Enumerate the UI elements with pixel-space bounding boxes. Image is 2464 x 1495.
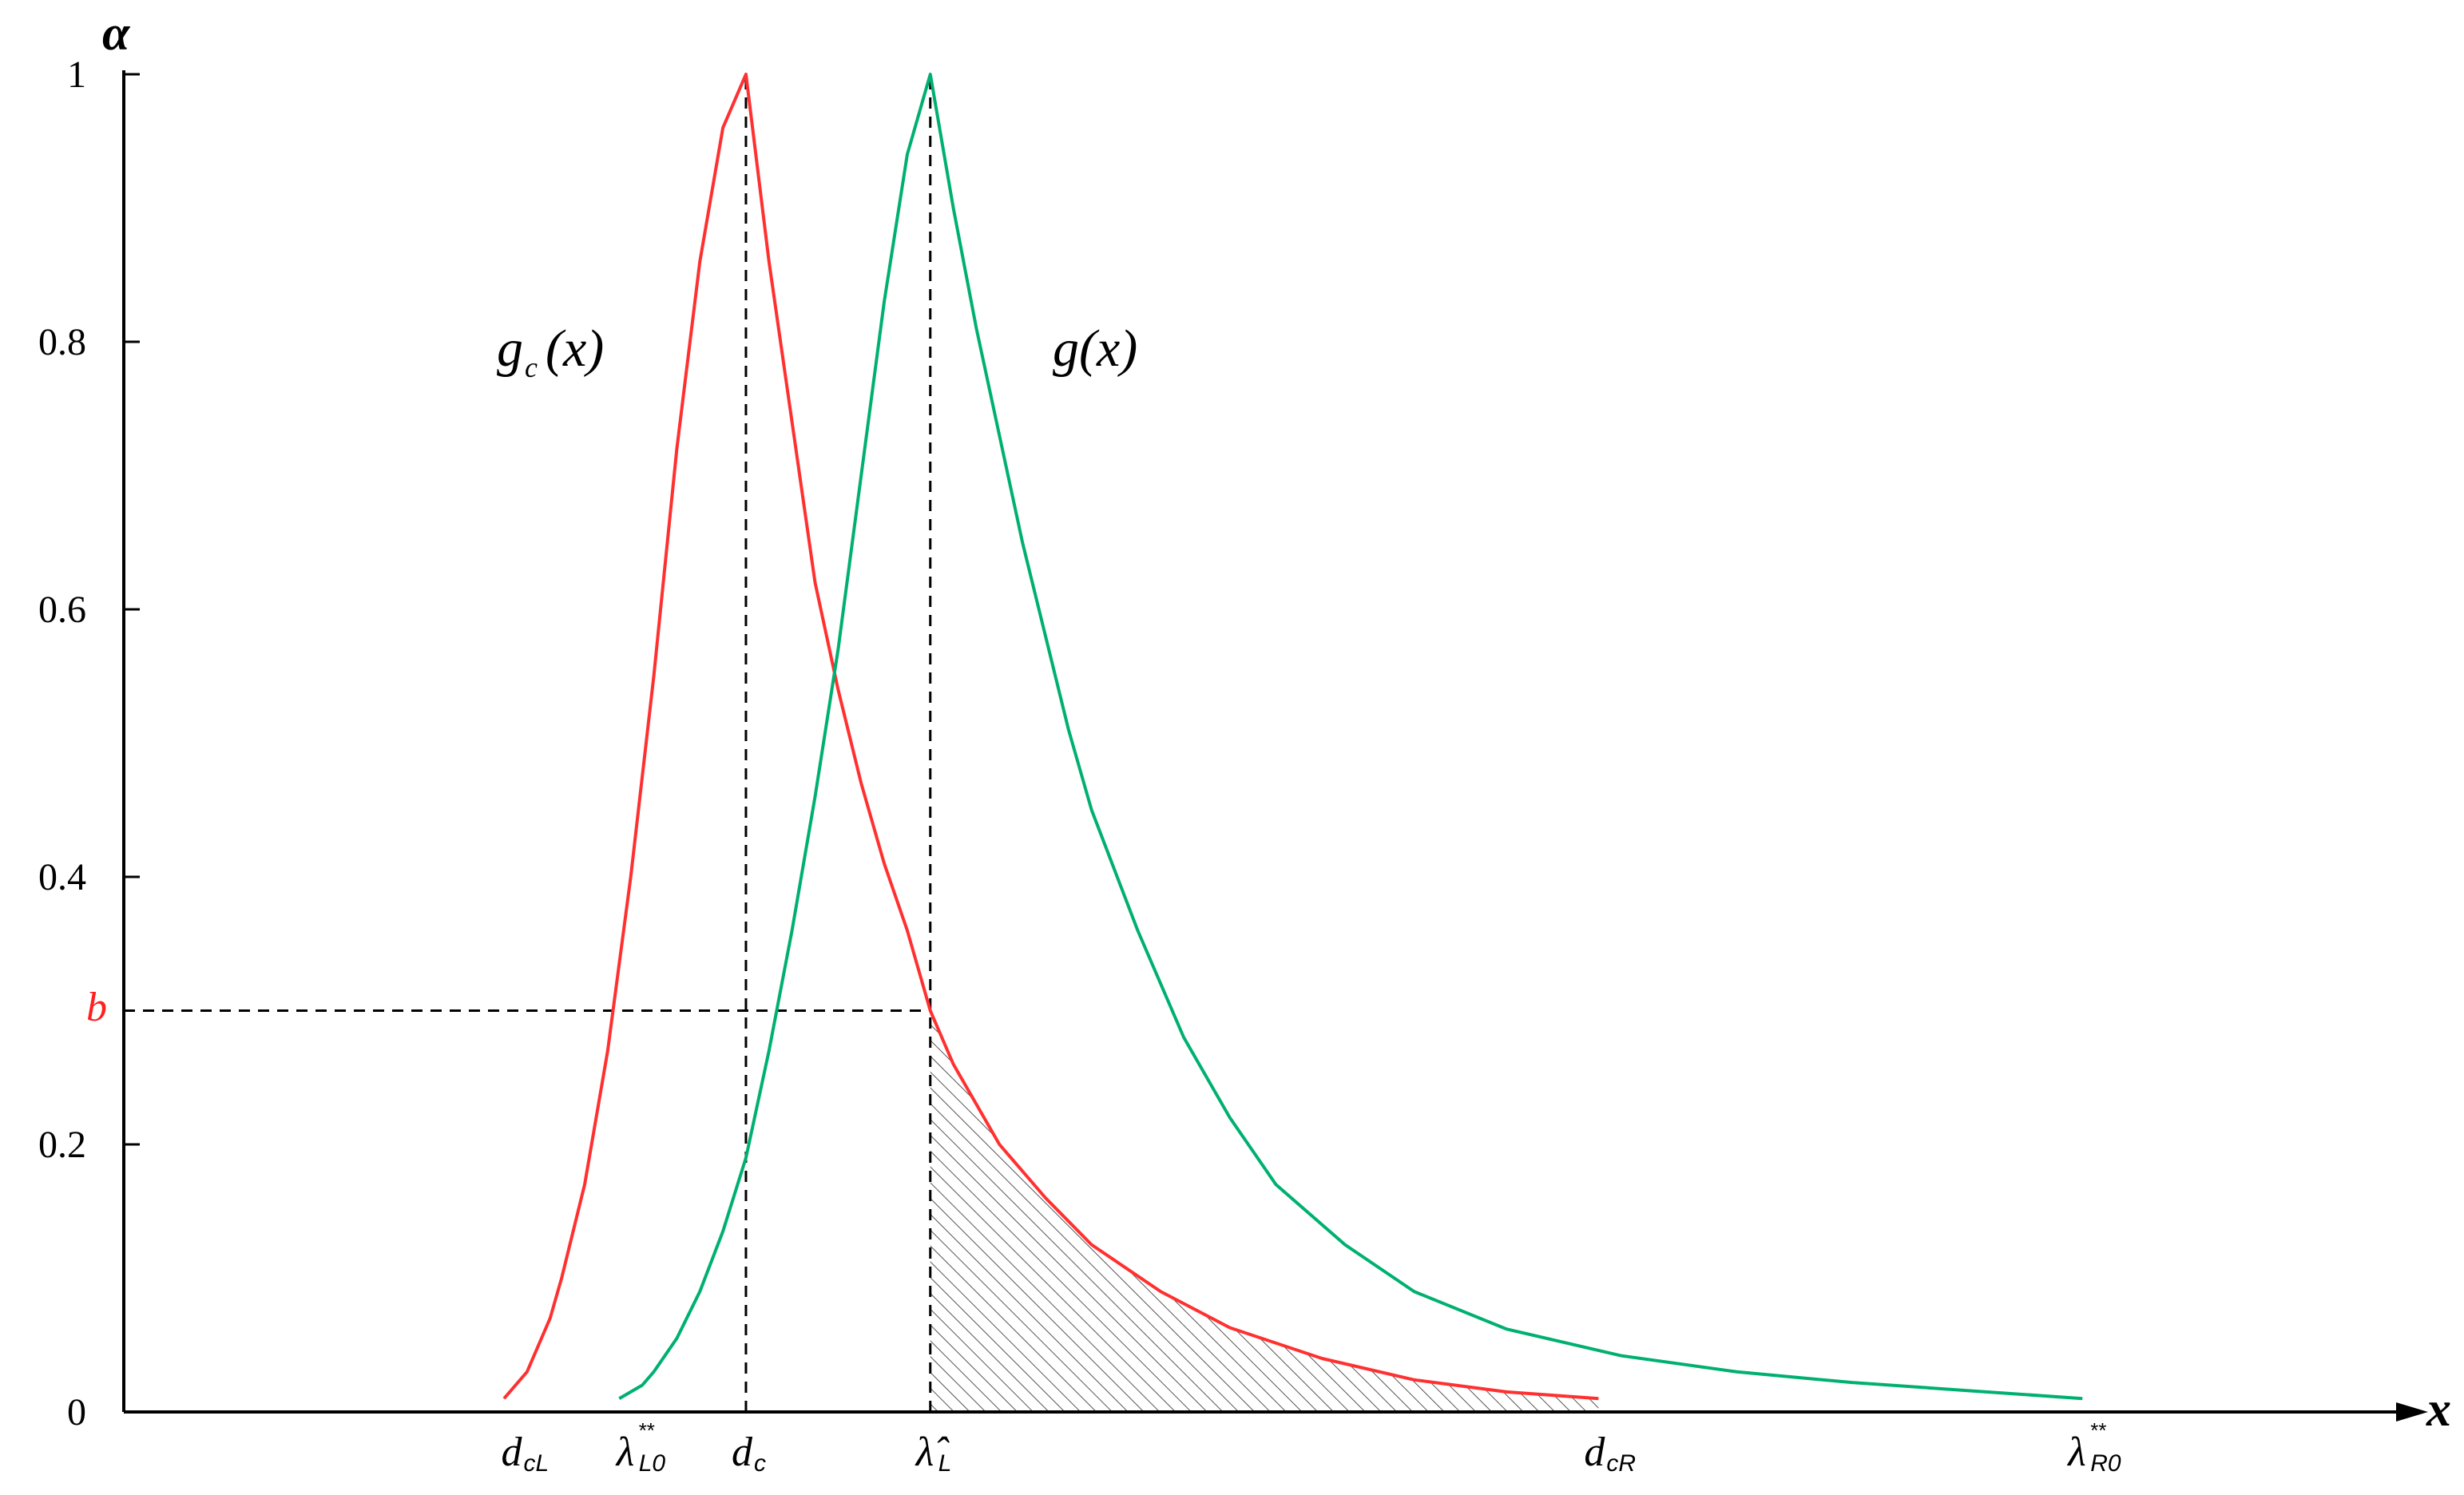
series-label-g-main: g	[1053, 319, 1079, 378]
y-tick-label-3: 0.6	[38, 589, 86, 631]
x-marker-dcL-sub: cL	[523, 1450, 549, 1477]
x-marker-lambdaR0-sub: R0	[2090, 1450, 2121, 1477]
axes: α x	[102, 6, 2451, 1437]
x-marker-dcL-main: d	[501, 1430, 522, 1475]
series-line-1	[618, 73, 2083, 1401]
x-marker-dc-sub: c	[754, 1450, 766, 1477]
x-marker-dcL: d cL	[501, 1430, 549, 1477]
curves	[502, 73, 2083, 1401]
x-marker-lambdaHatL: λ̂ L	[915, 1430, 952, 1477]
x-marker-dcR: d cR	[1584, 1430, 1636, 1477]
x-marker-lambdaL0-main: λ	[615, 1430, 635, 1475]
x-marker-lambdaR0-main: λ	[2066, 1430, 2086, 1475]
y-tick-label-4: 0.8	[38, 321, 86, 363]
x-axis-title: x	[2426, 1382, 2451, 1437]
x-marker-lambdaL0-sub: L0	[639, 1450, 666, 1477]
x-marker-lambdaHatL-sub: L	[938, 1450, 952, 1477]
x-marker-lambdaR0-sup: **	[2090, 1418, 2106, 1442]
y-axis-ticks: 0 0.2 0.4 0.6 0.8 1	[38, 54, 140, 1434]
svg-text:g(x): g(x)	[1053, 319, 1137, 378]
series-label-gc-main: g	[497, 319, 523, 378]
series-label-g: g(x)	[1053, 319, 1137, 378]
y-tick-label-0: 0	[67, 1391, 86, 1434]
series-label-gc-tail: (x)	[546, 319, 604, 378]
x-marker-dcR-main: d	[1584, 1430, 1605, 1475]
y-axis-title: α	[102, 6, 131, 61]
x-marker-lambdaL0: λ ** L0	[615, 1418, 666, 1477]
y-tick-label-2: 0.4	[38, 856, 86, 898]
series-label-g-tail: (x)	[1079, 319, 1137, 378]
b-level-label: b	[86, 985, 107, 1030]
x-marker-lambdaR0: λ ** R0	[2066, 1418, 2121, 1477]
series-line-0	[502, 73, 1599, 1401]
shaded-tail-region	[930, 1010, 1599, 1412]
x-marker-dc-main: d	[732, 1430, 753, 1475]
svg-text:gc(x): gc (x)	[497, 319, 604, 383]
y-tick-label-1: 0.2	[38, 1124, 86, 1166]
y-tick-label-5: 1	[67, 54, 86, 96]
x-marker-lambdaL0-sup: **	[639, 1418, 655, 1442]
guide-lines	[124, 74, 932, 1412]
x-marker-dcR-sub: cR	[1606, 1450, 1636, 1477]
shaded-area	[930, 1010, 1599, 1412]
series-label-gc: gc (x)	[497, 319, 604, 383]
x-axis-arrowhead	[2396, 1402, 2428, 1422]
series-label-gc-sub: c	[525, 351, 538, 383]
